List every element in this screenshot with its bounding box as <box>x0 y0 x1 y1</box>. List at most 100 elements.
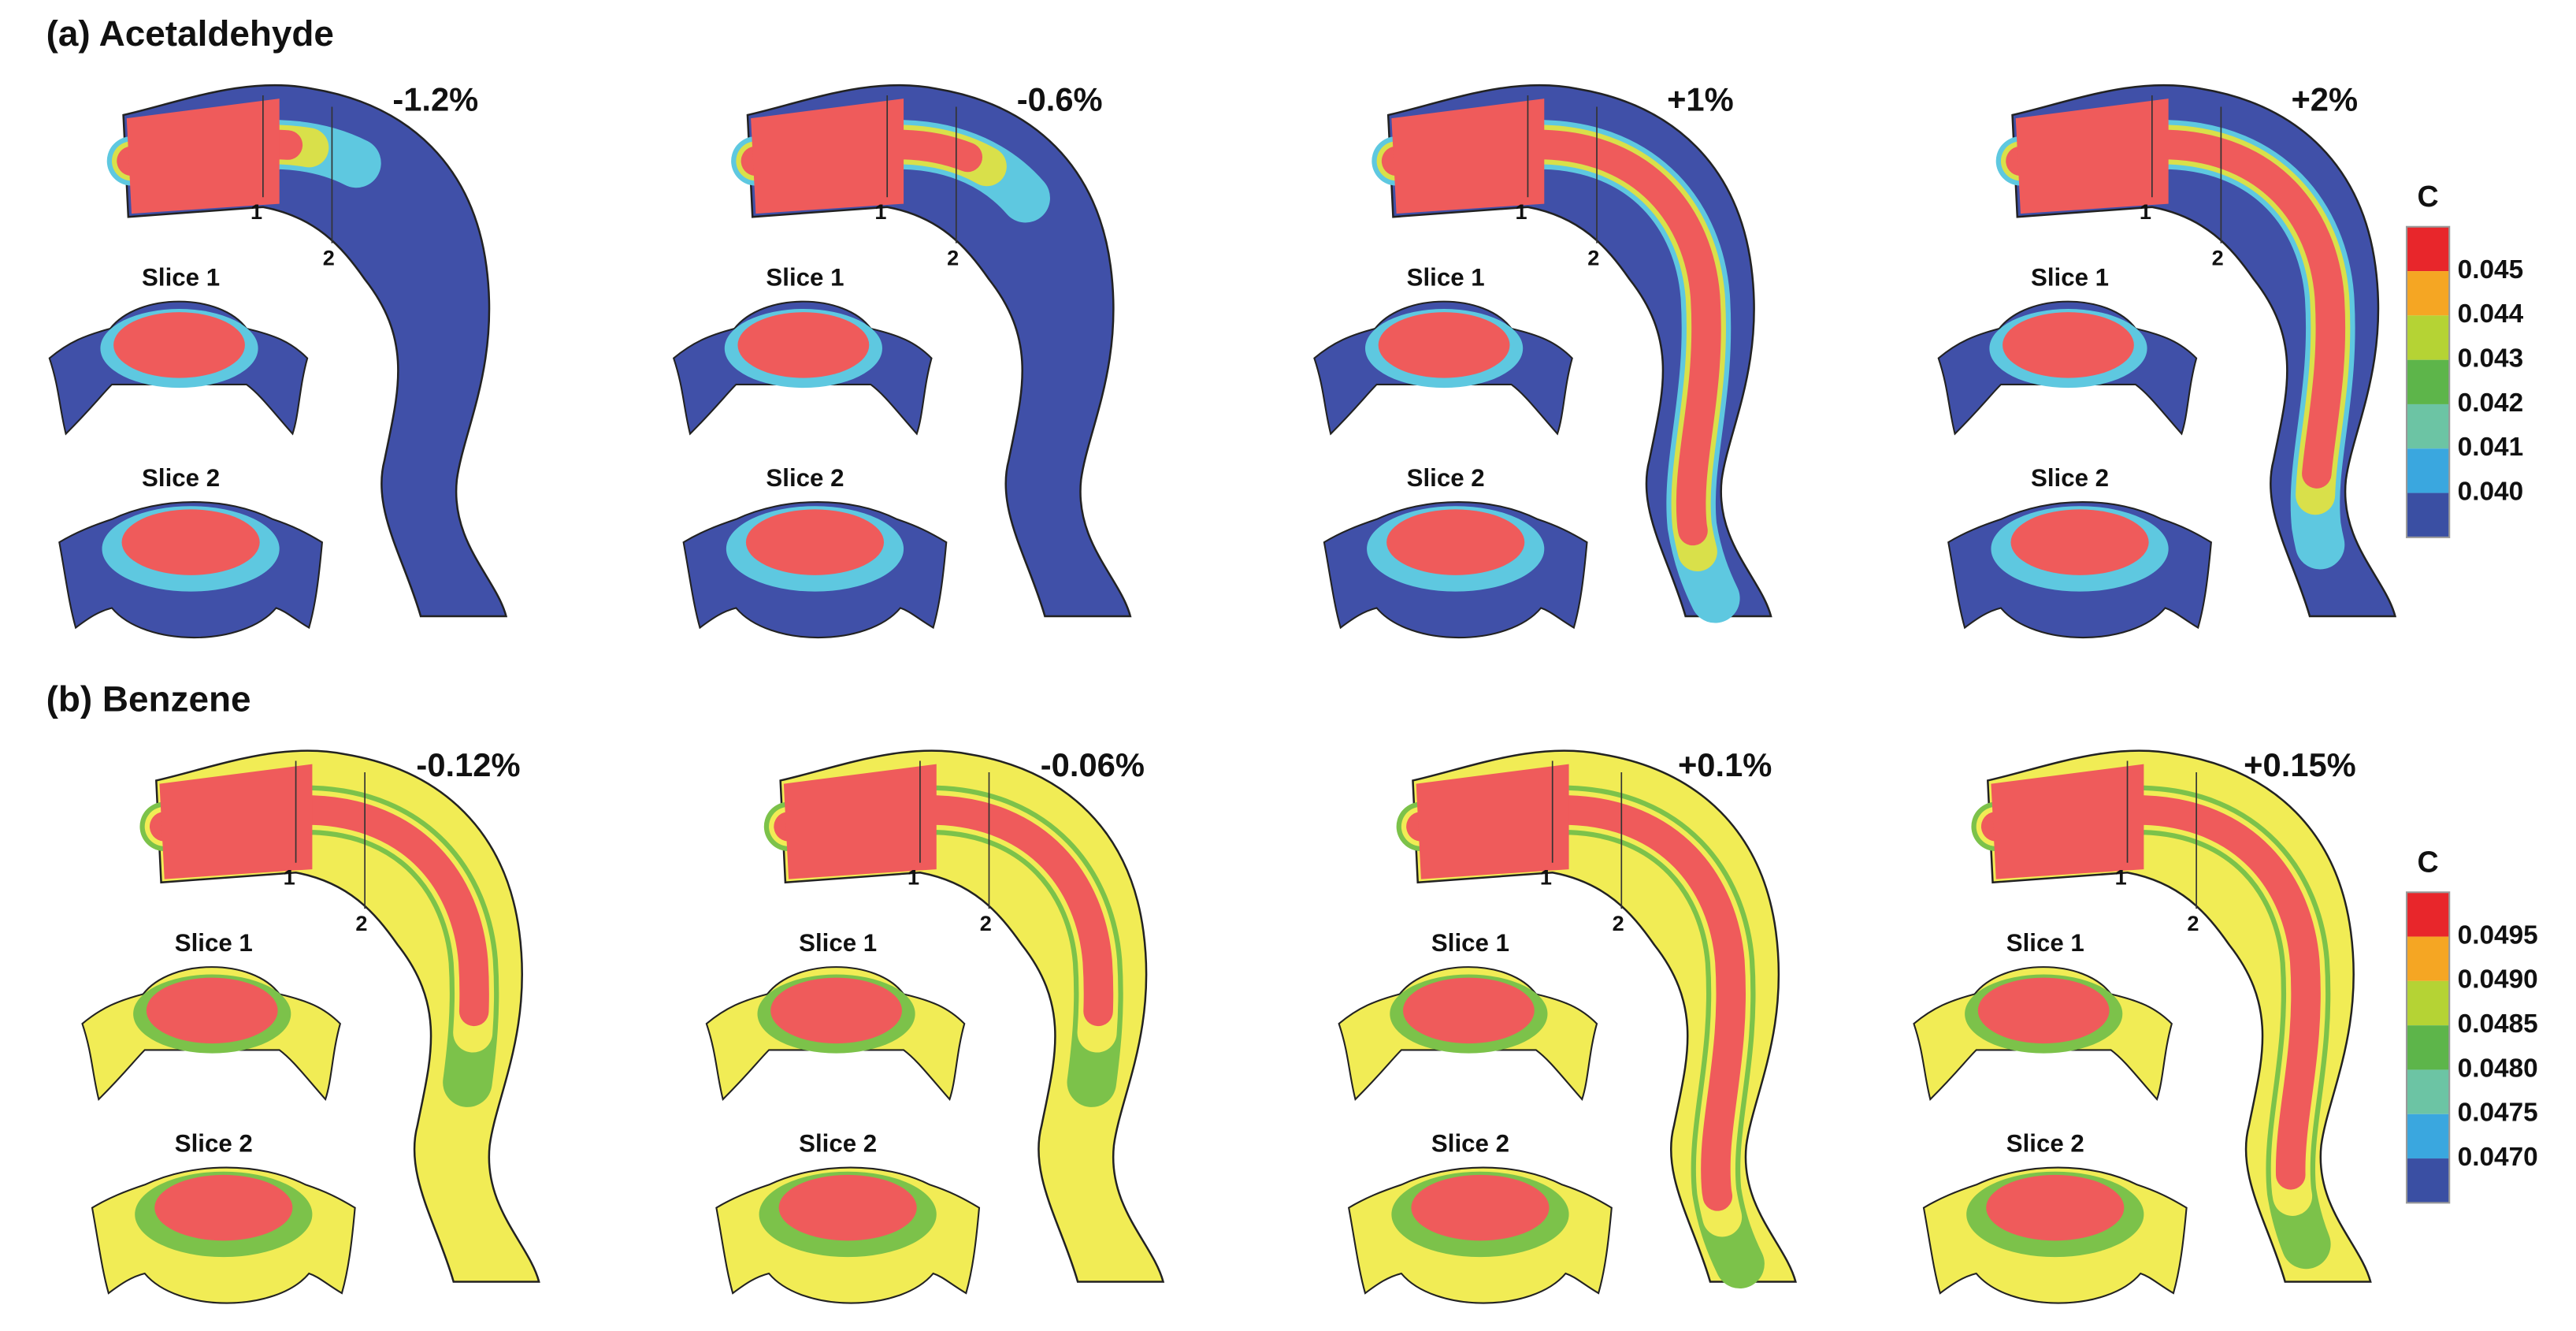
slice-2 <box>1323 501 1588 639</box>
slice-core <box>146 977 278 1044</box>
airway-core <box>1980 795 2337 1292</box>
slice-2 <box>1922 1166 2188 1304</box>
colorbar-swatch <box>2407 936 2450 981</box>
case: 1 2 -0.6% Slice 1 Slice 2 <box>672 80 1132 639</box>
slice-label: Slice 1 <box>1407 264 1485 292</box>
slice-label: Slice 1 <box>142 264 220 292</box>
slice-label: Slice 1 <box>766 264 844 292</box>
slice-label: Slice 2 <box>799 1130 877 1158</box>
section-marker: 1 <box>284 865 295 890</box>
slice-1 <box>48 300 309 436</box>
section-marker: 1 <box>908 865 919 890</box>
section-marker: 1 <box>1540 865 1552 890</box>
slice-core <box>154 1174 293 1241</box>
slice-label: Slice 1 <box>1431 929 1509 957</box>
case-label: -1.2% <box>392 80 478 117</box>
slice-core <box>2003 312 2134 378</box>
slice-core <box>121 509 260 575</box>
case: 1 2 -0.12% Slice 1 Slice 2 <box>81 746 540 1304</box>
colorbar-label: 0.042 <box>2458 389 2523 418</box>
section-marker: 1 <box>2115 865 2127 890</box>
panel-title: (b) Benzene <box>46 678 251 719</box>
section-marker: 2 <box>2187 911 2199 935</box>
section-marker: 2 <box>980 911 992 935</box>
colorbar-swatch <box>2407 1158 2450 1203</box>
case-label: -0.12% <box>416 746 520 783</box>
slice-2 <box>91 1166 356 1304</box>
case-label: -0.6% <box>1017 80 1103 117</box>
colorbar-label: 0.045 <box>2458 255 2523 284</box>
slice-2 <box>58 501 324 639</box>
colorbar-label: 0.044 <box>2458 299 2524 329</box>
slice-label: Slice 2 <box>2031 464 2109 492</box>
colorbar-swatch <box>2407 359 2450 404</box>
section-marker: 2 <box>1613 911 1624 935</box>
slice-core <box>113 312 245 378</box>
colorbar-swatch <box>2407 448 2450 493</box>
slice-1 <box>81 966 342 1102</box>
airway-inlet <box>783 764 937 879</box>
case: 1 2 +2% Slice 1 Slice 2 <box>1937 80 2397 639</box>
section-marker: 2 <box>2212 246 2224 270</box>
section-marker: 1 <box>1516 199 1527 224</box>
section-marker: 2 <box>1587 246 1599 270</box>
section-marker: 1 <box>251 199 262 224</box>
slice-label: Slice 1 <box>799 929 877 957</box>
colorbar-label: 0.0475 <box>2458 1099 2538 1128</box>
colorbar-label: 0.0495 <box>2458 920 2538 950</box>
colorbar-label: 0.0485 <box>2458 1009 2538 1039</box>
slice-core <box>770 977 902 1044</box>
colorbar-frame <box>2405 225 2451 538</box>
colorbar-label: 0.0470 <box>2458 1143 2538 1172</box>
slice-1 <box>1913 966 2173 1102</box>
panel-title: (a) Acetaldehyde <box>46 13 334 54</box>
colorbar-label: 0.041 <box>2458 433 2523 462</box>
slice-label: Slice 2 <box>175 1130 253 1158</box>
colorbar-swatch <box>2407 403 2450 449</box>
case-label: +0.15% <box>2244 746 2356 783</box>
airway-edge <box>736 125 1101 631</box>
slice-label: Slice 1 <box>2031 264 2109 292</box>
slice-1 <box>672 300 933 436</box>
airway-inlet <box>1991 764 2144 879</box>
airway-inlet <box>159 764 313 879</box>
airway-inlet <box>751 99 904 214</box>
slice-label: Slice 1 <box>2006 929 2084 957</box>
colorbar-label: 0.040 <box>2458 477 2523 506</box>
colorbar-swatch <box>2407 315 2450 360</box>
slice-2 <box>715 1166 981 1304</box>
colorbar-title: C <box>2418 846 2439 879</box>
slice-core <box>1977 977 2110 1044</box>
slice-core <box>1378 312 1510 378</box>
case-label: +1% <box>1667 80 1734 117</box>
case: 1 2 -1.2% Slice 1 Slice 2 <box>48 80 508 639</box>
colorbar-title: C <box>2418 180 2439 213</box>
slice-core <box>1411 1174 1550 1241</box>
case-label: +0.1% <box>1678 746 1772 783</box>
colorbar-swatch <box>2407 226 2450 272</box>
colorbar-swatch <box>2407 980 2450 1026</box>
case: 1 2 -0.06% Slice 1 Slice 2 <box>705 746 1165 1304</box>
slice-core <box>1986 1174 2125 1241</box>
slice-label: Slice 2 <box>2006 1130 2084 1158</box>
airway-inlet <box>1416 764 1569 879</box>
slice-label: Slice 1 <box>175 929 253 957</box>
airway-mid <box>106 120 482 636</box>
airway-core <box>1381 129 1737 626</box>
colorbar-label: 0.043 <box>2458 344 2523 373</box>
slice-core <box>737 312 870 378</box>
slice-2 <box>1947 501 2212 639</box>
slice-core <box>1386 509 1525 575</box>
colorbar-label: 0.0490 <box>2458 965 2538 995</box>
case: 1 2 +0.15% Slice 1 Slice 2 <box>1913 746 2372 1304</box>
slice-core <box>2010 509 2149 575</box>
airway-core <box>2006 129 2361 626</box>
colorbar-swatch <box>2407 1069 2450 1114</box>
slice-1 <box>1937 300 2198 436</box>
section-marker: 1 <box>2140 199 2151 224</box>
airway-inlet <box>1391 99 1545 214</box>
case-label: -0.06% <box>1041 746 1145 783</box>
slice-1 <box>1313 300 1573 436</box>
section-marker: 2 <box>947 246 959 270</box>
